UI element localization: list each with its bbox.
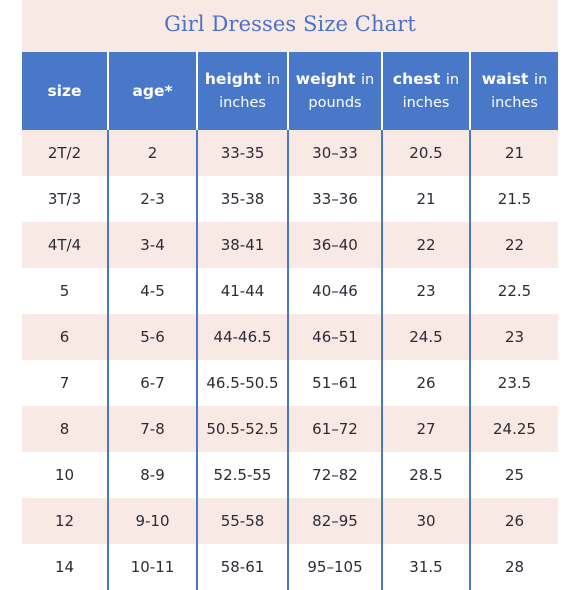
cell-age: 2 (107, 130, 198, 176)
cell-age: 3-4 (107, 222, 198, 268)
cell-waist: 22.5 (469, 268, 558, 314)
cell-chest: 27 (381, 406, 471, 452)
cell-size: 2T/2 (22, 130, 109, 176)
cell-weight: 30–33 (287, 130, 383, 176)
column-header-height: height in inches (196, 52, 289, 130)
cell-waist: 28 (469, 544, 558, 590)
cell-waist: 26 (469, 498, 558, 544)
table-row: 8 7-8 50.5-52.5 61–72 27 24.25 (22, 406, 558, 452)
cell-chest: 23 (381, 268, 471, 314)
cell-chest: 28.5 (381, 452, 471, 498)
column-header-unit: in inches (402, 72, 460, 111)
title-band: Girl Dresses Size Chart (22, 0, 558, 52)
cell-height: 38-41 (196, 222, 289, 268)
cell-weight: 33–36 (287, 176, 383, 222)
cell-height: 52.5-55 (196, 452, 289, 498)
cell-age: 5-6 (107, 314, 198, 360)
table-row: 5 4-5 41-44 40–46 23 22.5 (22, 268, 558, 314)
cell-weight: 61–72 (287, 406, 383, 452)
table-row: 3T/3 2-3 35-38 33–36 21 21.5 (22, 176, 558, 222)
cell-waist: 22 (469, 222, 558, 268)
cell-height: 58-61 (196, 544, 289, 590)
cell-chest: 31.5 (381, 544, 471, 590)
column-header-label: height (204, 70, 262, 88)
cell-chest: 26 (381, 360, 471, 406)
cell-age: 8-9 (107, 452, 198, 498)
cell-height: 55-58 (196, 498, 289, 544)
cell-height: 44-46.5 (196, 314, 289, 360)
cell-height: 46.5-50.5 (196, 360, 289, 406)
cell-size: 3T/3 (22, 176, 109, 222)
cell-age: 4-5 (107, 268, 198, 314)
cell-weight: 51–61 (287, 360, 383, 406)
cell-waist: 23 (469, 314, 558, 360)
cell-weight: 72–82 (287, 452, 383, 498)
table-row: 4T/4 3-4 38-41 36–40 22 22 (22, 222, 558, 268)
table-row: 7 6-7 46.5-50.5 51–61 26 23.5 (22, 360, 558, 406)
cell-size: 5 (22, 268, 109, 314)
column-header-weight: weight in pounds (287, 52, 383, 130)
cell-age: 2-3 (107, 176, 198, 222)
table-row: 2T/2 2 33-35 30–33 20.5 21 (22, 130, 558, 176)
cell-height: 35-38 (196, 176, 289, 222)
column-header-chest: chest in inches (381, 52, 471, 130)
cell-size: 7 (22, 360, 109, 406)
cell-chest: 30 (381, 498, 471, 544)
column-header-size: size (22, 52, 109, 130)
cell-age: 9-10 (107, 498, 198, 544)
cell-size: 12 (22, 498, 109, 544)
cell-height: 33-35 (196, 130, 289, 176)
table-row: 10 8-9 52.5-55 72–82 28.5 25 (22, 452, 558, 498)
column-header-age: age* (107, 52, 198, 130)
table-row: 12 9-10 55-58 82–95 30 26 (22, 498, 558, 544)
column-header-label: weight (295, 70, 356, 88)
cell-age: 6-7 (107, 360, 198, 406)
column-header-unit: in inches (491, 72, 548, 111)
cell-size: 8 (22, 406, 109, 452)
cell-size: 10 (22, 452, 109, 498)
column-header-label: chest (392, 70, 441, 88)
cell-weight: 95–105 (287, 544, 383, 590)
cell-waist: 25 (469, 452, 558, 498)
cell-chest: 22 (381, 222, 471, 268)
cell-chest: 24.5 (381, 314, 471, 360)
column-header-unit: in pounds (308, 72, 375, 111)
header-row: size age* height in inches weight in pou… (22, 52, 558, 130)
cell-height: 41-44 (196, 268, 289, 314)
cell-waist: 21.5 (469, 176, 558, 222)
column-header-unit: in inches (219, 72, 281, 111)
cell-size: 6 (22, 314, 109, 360)
cell-weight: 40–46 (287, 268, 383, 314)
cell-size: 4T/4 (22, 222, 109, 268)
chart-title: Girl Dresses Size Chart (164, 12, 416, 36)
cell-chest: 21 (381, 176, 471, 222)
table-row: 14 10-11 58-61 95–105 31.5 28 (22, 544, 558, 590)
cell-height: 50.5-52.5 (196, 406, 289, 452)
table-row: 6 5-6 44-46.5 46–51 24.5 23 (22, 314, 558, 360)
column-header-label: size (47, 82, 82, 100)
cell-size: 14 (22, 544, 109, 590)
cell-waist: 23.5 (469, 360, 558, 406)
cell-age: 7-8 (107, 406, 198, 452)
cell-age: 10-11 (107, 544, 198, 590)
cell-chest: 20.5 (381, 130, 471, 176)
cell-waist: 21 (469, 130, 558, 176)
column-header-waist: waist in inches (469, 52, 558, 130)
column-header-label: waist (481, 70, 529, 88)
cell-waist: 24.25 (469, 406, 558, 452)
column-header-label: age* (132, 82, 173, 100)
cell-weight: 46–51 (287, 314, 383, 360)
cell-weight: 82–95 (287, 498, 383, 544)
cell-weight: 36–40 (287, 222, 383, 268)
size-chart-table: size age* height in inches weight in pou… (22, 52, 558, 590)
